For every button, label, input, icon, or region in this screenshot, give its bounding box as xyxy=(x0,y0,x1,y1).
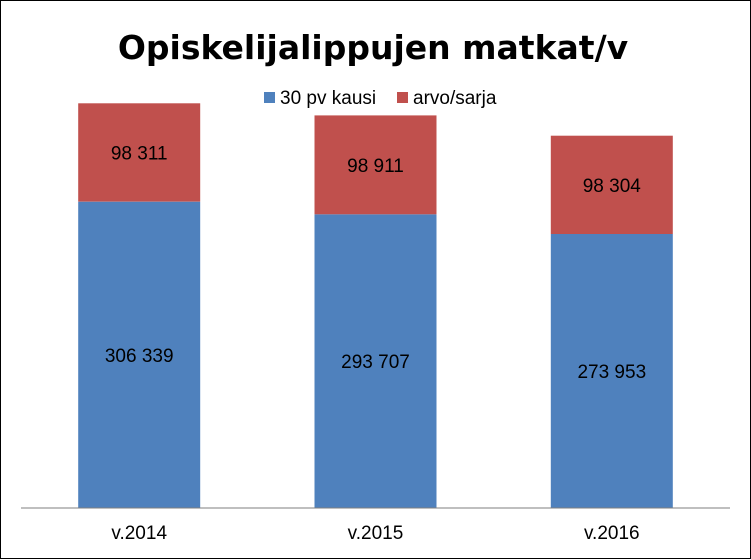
bar-segment-kausi-2 xyxy=(314,214,437,509)
bar-segment-kausi-3 xyxy=(550,234,673,508)
data-label: 273 953 xyxy=(577,362,646,383)
data-label-group: 306 339 98 311 293 707 98 911 273 953 98 304 xyxy=(105,144,646,384)
data-label: 293 707 xyxy=(341,352,410,373)
legend-label: 30 pv kausi xyxy=(280,88,376,109)
bar-segment-arvo-3 xyxy=(550,135,673,234)
x-axis-tick-labels: v.2014 v.2015 v.2016 xyxy=(111,523,639,544)
x-tick-label: v.2014 xyxy=(111,523,167,544)
chart-legend: 30 pv kausi arvo/sarja xyxy=(264,88,497,109)
data-label: 306 339 xyxy=(105,346,174,367)
x-tick-label: v.2015 xyxy=(348,523,404,544)
legend-swatch xyxy=(264,92,275,103)
chart-title: Opiskelijalippujen matkat/v xyxy=(118,28,629,67)
legend-label: arvo/sarja xyxy=(413,88,497,109)
bar-segment-kausi-1 xyxy=(78,201,201,508)
x-tick-label: v.2016 xyxy=(584,523,640,544)
bar-group xyxy=(78,103,673,509)
data-label: 98 311 xyxy=(111,144,168,165)
data-label: 98 911 xyxy=(347,156,404,177)
bar-segment-arvo-1 xyxy=(78,103,201,202)
bar-segment-arvo-2 xyxy=(314,115,437,215)
data-label: 98 304 xyxy=(583,176,642,197)
legend-swatch xyxy=(397,92,408,103)
